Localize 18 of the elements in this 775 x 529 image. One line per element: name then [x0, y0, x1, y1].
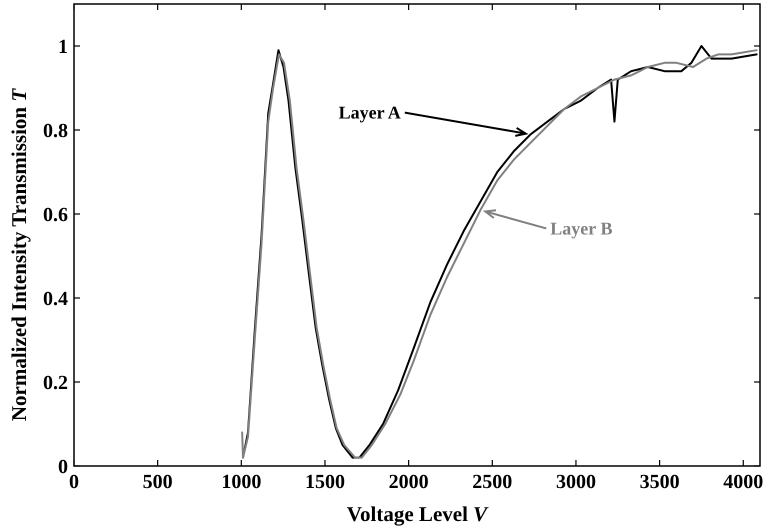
y-tick-label: 1 [58, 36, 68, 58]
x-tick-label: 2500 [472, 471, 512, 493]
x-tick-label: 3000 [556, 471, 596, 493]
x-tick-label: 500 [142, 471, 173, 493]
y-tick-label: 0.4 [43, 288, 68, 310]
y-axis-title: Normalized Intensity Transmission T [7, 88, 31, 422]
y-tick-label: 0.6 [43, 204, 68, 226]
y-tick-label: 0 [58, 456, 68, 478]
x-axis-title: Voltage Level V [346, 502, 490, 526]
text: Layer A [338, 102, 401, 123]
y-tick-label: 0.2 [43, 372, 68, 394]
x-tick-label: 3500 [640, 471, 680, 493]
x-tick-label: 4000 [723, 471, 764, 493]
x-tick-label: 1000 [221, 471, 262, 493]
y-tick-label: 0.8 [43, 120, 68, 142]
x-tick-label: 2000 [388, 471, 429, 493]
legend-label: Layer B [550, 218, 612, 238]
x-tick-label: 1500 [304, 471, 345, 493]
